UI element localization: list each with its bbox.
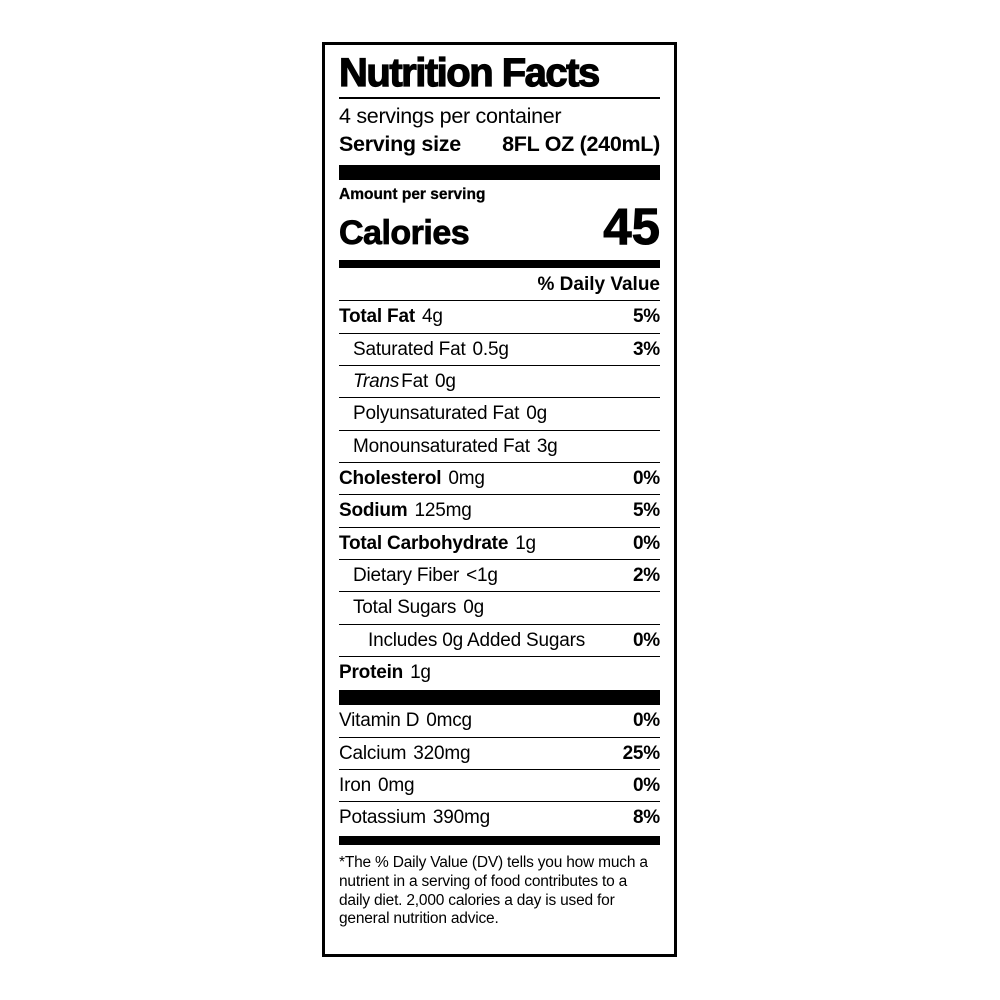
nutrient-name: Dietary Fiber — [353, 564, 460, 586]
nutrient-amount: 125mg — [414, 500, 472, 522]
nutrient-dv: 2% — [632, 564, 660, 586]
nutrient-dv: 5% — [632, 500, 660, 522]
nutrient-amount: 1g — [410, 661, 431, 683]
nutrient-row-saturated-fat: Saturated Fat 0.5g 3% — [339, 334, 660, 366]
nutrient-row-trans-fat: Trans Fat 0g — [339, 366, 660, 399]
vitamin-dv: 0% — [632, 775, 660, 796]
serving-size-row: Serving size 8FL OZ (240mL) — [339, 132, 660, 157]
vitamin-amount: 0mg — [377, 775, 415, 796]
nutrient-amount: <1g — [466, 564, 498, 586]
amount-per-serving-label: Amount per serving — [339, 186, 486, 203]
vitamin-amount: 0mcg — [426, 710, 472, 732]
nutrient-amount: 4g — [421, 306, 443, 328]
nutrient-row-dietary-fiber: Dietary Fiber <1g 2% — [339, 560, 660, 593]
servings-per-container: 4 servings per container — [339, 104, 562, 128]
separator-bar-medium-calories — [339, 260, 660, 269]
nutrient-amount: 1g — [515, 532, 536, 554]
nutrient-dv: 5% — [632, 306, 660, 328]
nutrient-name: Total Carbohydrate — [339, 532, 509, 554]
vitamin-name: Iron — [339, 775, 371, 796]
nutrient-row-total-sugars: Total Sugars 0g — [339, 592, 660, 625]
vitamin-amount: 390mg — [432, 807, 491, 829]
vitamin-row-potassium: Potassium 390mg 8% — [339, 802, 660, 833]
nutrient-amount: 0g — [463, 597, 484, 619]
nutrient-name: Saturated Fat — [353, 338, 466, 360]
nutrition-facts-label: Nutrition Facts 4 servings per container… — [322, 42, 677, 957]
nutrient-amount: 0.5g — [472, 338, 509, 360]
nutrient-row-total-carbohydrate: Total Carbohydrate 1g 0% — [339, 528, 660, 560]
vitamin-dv: 25% — [622, 742, 661, 764]
nutrient-row-added-sugars: Includes 0g Added Sugars 0% — [339, 625, 660, 657]
vitamin-name: Calcium — [339, 742, 407, 764]
nutrient-name: Total Fat — [339, 306, 415, 328]
nutrient-dv: 0% — [632, 629, 660, 651]
nutrient-name: Fat — [401, 370, 429, 392]
nutrient-row-total-fat: Total Fat 4g 5% — [339, 301, 660, 334]
calories-value: 45 — [603, 198, 661, 255]
vitamin-row-iron: Iron 0mg 0% — [339, 770, 660, 803]
vitamin-row-vitamin-d: Vitamin D 0mcg 0% — [339, 705, 660, 738]
daily-value-header: % Daily Value — [339, 268, 660, 302]
vitamin-name: Vitamin D — [339, 710, 420, 732]
vitamin-dv: 8% — [632, 807, 660, 829]
vitamin-row-calcium: Calcium 320mg 25% — [339, 738, 660, 770]
nutrient-name: Includes 0g Added Sugars — [368, 629, 586, 651]
nutrient-dv: 3% — [632, 338, 660, 360]
separator-bar-medium-bottom — [339, 835, 660, 845]
nutrient-dv: 0% — [632, 467, 660, 489]
daily-value-footnote: *The % Daily Value (DV) tells you how mu… — [339, 853, 648, 928]
nutrient-row-cholesterol: Cholesterol 0mg 0% — [339, 463, 660, 496]
nutrient-dv: 0% — [632, 532, 660, 554]
nutrient-row-sodium: Sodium 125mg 5% — [339, 495, 660, 528]
label-title: Nutrition Facts — [338, 50, 660, 99]
nutrient-name: Total Sugars — [353, 597, 457, 619]
nutrient-row-polyunsaturated-fat: Polyunsaturated Fat 0g — [339, 398, 660, 431]
vitamin-amount: 320mg — [413, 742, 471, 764]
nutrient-name: Cholesterol — [339, 467, 442, 489]
vitamin-dv: 0% — [632, 710, 660, 732]
nutrient-amount: 0mg — [448, 467, 485, 489]
nutrient-amount: 0g — [435, 370, 456, 392]
nutrient-name-italic: Trans — [353, 370, 400, 392]
nutrient-name: Polyunsaturated Fat — [353, 403, 520, 425]
nutrient-amount: 3g — [536, 435, 558, 457]
nutrient-row-protein: Protein 1g — [339, 657, 660, 688]
nutrient-name: Protein — [339, 661, 404, 683]
calories-label: Calories — [339, 214, 470, 253]
nutrient-row-monounsaturated-fat: Monounsaturated Fat 3g — [339, 431, 660, 463]
calories-row: Calories 45 — [339, 198, 661, 255]
separator-bar-thick-top — [339, 165, 660, 180]
nutrient-name: Sodium — [339, 500, 408, 522]
serving-size-value: 8FL OZ (240mL) — [502, 132, 660, 156]
nutrient-amount: 0g — [526, 403, 547, 425]
separator-bar-thick-middle — [339, 690, 660, 706]
serving-size-label: Serving size — [339, 132, 461, 156]
vitamin-name: Potassium — [339, 807, 426, 829]
nutrient-name: Monounsaturated Fat — [353, 435, 530, 457]
